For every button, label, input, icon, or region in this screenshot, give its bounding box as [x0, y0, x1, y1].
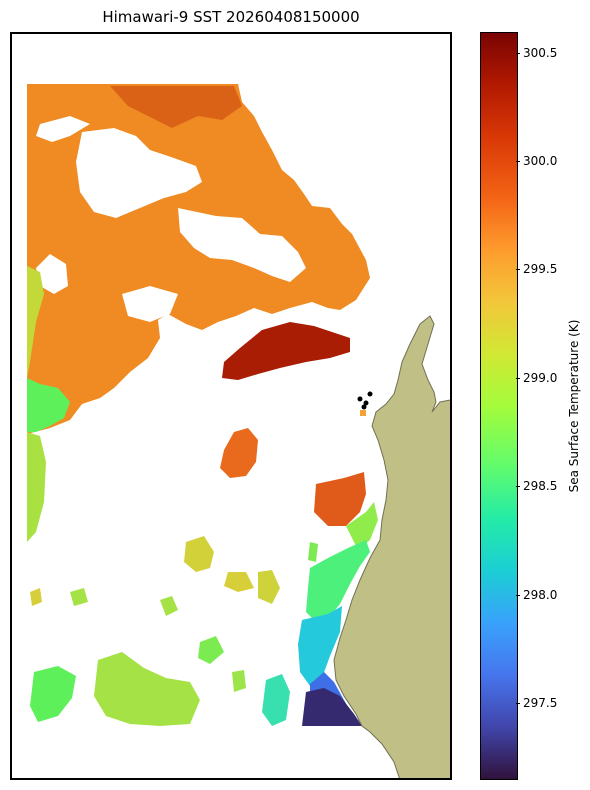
sst-region-north — [27, 84, 370, 434]
sst-region-southeast-deep — [302, 688, 362, 726]
station-markers — [357, 391, 373, 410]
sst-region-southwest-4 — [184, 536, 214, 572]
map-frame — [10, 32, 452, 780]
sst-region-southwest-1 — [30, 666, 76, 722]
sst-region-coastal — [306, 540, 370, 622]
sst-region-north-hot — [110, 86, 242, 128]
sst-region-near-coast — [314, 472, 366, 526]
sst-region-coastal-teal — [298, 606, 342, 686]
sst-region-southwest-2 — [94, 652, 200, 726]
sst-region-central-arm — [222, 322, 350, 380]
sst-region-central-patch — [220, 428, 258, 478]
sst-region-west — [27, 266, 44, 378]
sst-map — [10, 32, 452, 780]
sst-region-west-strip — [27, 432, 46, 542]
sst-region-west-green — [27, 378, 70, 432]
land-mass — [333, 315, 452, 780]
colorbar-ticks: 297.5 298.0 298.5 299.0 299.5 300.0 300.5 — [516, 45, 558, 711]
sst-region-southwest-3 — [262, 674, 290, 726]
colorbar — [480, 32, 518, 780]
colorbar-label: Sea Surface Temperature (K) — [567, 319, 581, 493]
chart-title: Himawari-9 SST 20260408150000 — [102, 8, 360, 26]
